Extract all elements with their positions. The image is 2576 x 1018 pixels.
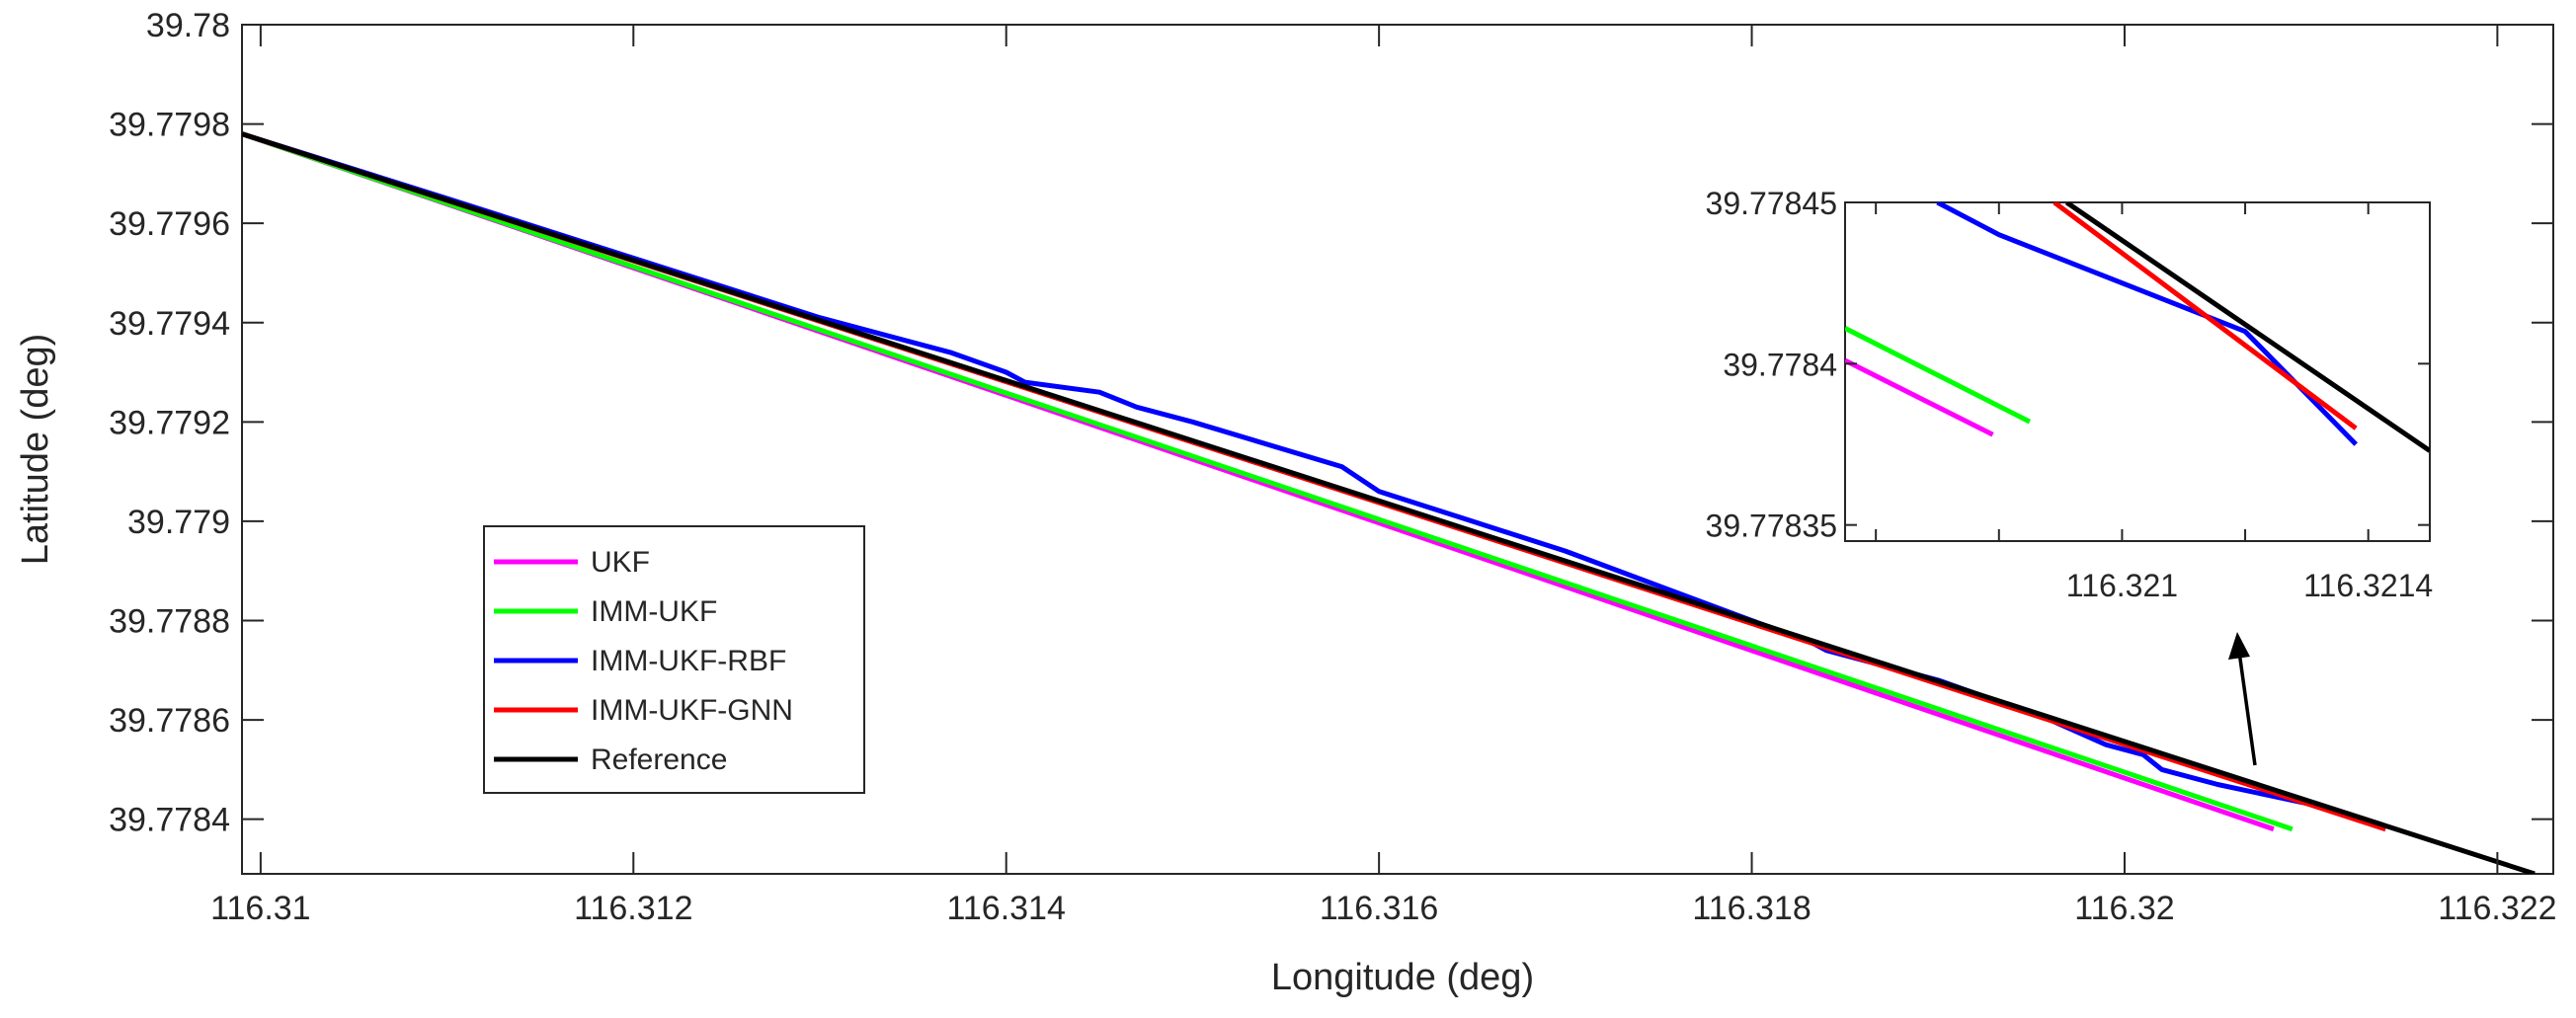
main-series-imm-ukf-rbf xyxy=(242,131,2386,832)
inset-series-ukf xyxy=(1845,357,1994,437)
main-y-tick-label: 39.7792 xyxy=(109,404,230,441)
main-x-tick-label: 116.31 xyxy=(210,890,310,927)
main-x-tick-label: 116.312 xyxy=(574,890,692,927)
legend-label-ukf: UKF xyxy=(591,546,650,579)
main-series-reference xyxy=(242,131,2536,874)
main-x-tick-label: 116.316 xyxy=(1320,890,1438,927)
legend-items: UKF IMM-UKF IMM-UKF-RBF IMM-UKF-GNN Referenc… xyxy=(494,546,793,776)
legend-label-imm-ukf-rbf: IMM-UKF-RBF xyxy=(591,645,786,677)
main-y-tick-label: 39.7796 xyxy=(109,205,230,243)
zoom-arrow-icon xyxy=(2228,632,2257,766)
y-axis-title: Latitude (deg) xyxy=(15,334,56,566)
main-y-tick-label: 39.779 xyxy=(127,504,230,541)
inset-x-tick-label: 116.321 xyxy=(2066,568,2178,603)
inset-y-tick-label: 39.77845 xyxy=(1706,186,1837,221)
main-x-tick-label: 116.32 xyxy=(2074,890,2174,927)
inset-axes: 116.321 116.3214 39.77835 39.7784 39.77845 xyxy=(1706,186,2434,603)
x-axis-title: Longitude (deg) xyxy=(1271,957,1534,998)
main-y-ticks: 39.7784 39.7786 39.7788 39.779 39.7792 39.779… xyxy=(109,7,2553,839)
inset-series-imm-ukf xyxy=(1845,326,2032,425)
main-y-tick-label: 39.7784 xyxy=(109,802,230,839)
legend: UKF IMM-UKF IMM-UKF-RBF IMM-UKF-GNN Referenc… xyxy=(483,525,865,794)
main-y-tick-label: 39.78 xyxy=(146,7,230,44)
inset-series-reference xyxy=(2064,202,2430,453)
main-x-tick-label: 116.314 xyxy=(947,890,1066,927)
main-series-group xyxy=(242,131,2536,874)
inset-series-imm-ukf-gnn xyxy=(2053,202,2358,431)
main-y-tick-label: 39.7786 xyxy=(109,702,230,740)
legend-label-imm-ukf-gnn: IMM-UKF-GNN xyxy=(591,694,793,727)
inset-y-ticks: 39.77835 39.7784 39.77845 xyxy=(1706,186,2430,544)
main-y-tick-label: 39.7798 xyxy=(109,107,230,144)
inset-y-tick-label: 39.77835 xyxy=(1706,509,1837,544)
main-x-tick-label: 116.318 xyxy=(1692,890,1811,927)
main-y-tick-label: 39.7788 xyxy=(109,603,230,641)
main-y-tick-label: 39.7794 xyxy=(109,305,230,343)
inset-x-ticks: 116.321 116.3214 xyxy=(1875,202,2433,603)
inset-y-tick-label: 39.7784 xyxy=(1723,347,1837,382)
inset-plot-area xyxy=(1844,201,2431,542)
inset-x-tick-label: 116.3214 xyxy=(2303,568,2433,603)
main-series-imm-ukf xyxy=(242,131,2294,832)
inset-series-group xyxy=(1845,202,2430,453)
main-x-ticks: 116.31 116.312 116.314 116.316 116.318 116.32… xyxy=(210,25,2557,927)
main-x-tick-label: 116.322 xyxy=(2438,890,2556,927)
legend-label-imm-ukf: IMM-UKF xyxy=(591,595,717,628)
legend-label-reference: Reference xyxy=(591,744,727,776)
